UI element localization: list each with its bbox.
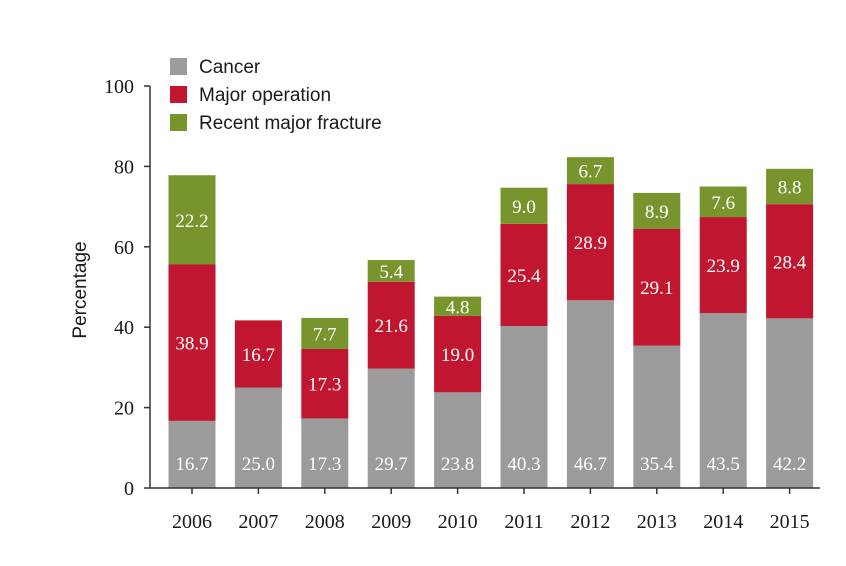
x-tick-label: 2007 (238, 511, 278, 533)
data-label: 25.4 (507, 266, 541, 287)
legend-swatch (170, 86, 187, 103)
bar-segment (234, 320, 282, 388)
bar-segment (566, 300, 614, 488)
bar-segment (301, 348, 349, 419)
y-tick-label: 20 (114, 398, 134, 420)
data-label: 16.7 (175, 454, 208, 475)
bar-segment (434, 315, 482, 393)
bar-segment (699, 217, 747, 314)
bar-segment (168, 264, 216, 421)
bar-segment (168, 420, 216, 488)
bar-segment (500, 223, 548, 326)
data-label: 42.2 (773, 454, 806, 475)
data-label: 17.3 (308, 454, 341, 475)
data-label: 28.4 (773, 252, 807, 273)
bar-segment (566, 184, 614, 301)
y-tick-label: 100 (104, 76, 134, 98)
legend-label: Major operation (199, 85, 331, 106)
y-axis-title: Percentage (70, 241, 91, 338)
bar-segment (633, 192, 681, 229)
legend-swatch (170, 58, 187, 75)
bar-segment (766, 204, 814, 319)
data-label: 7.7 (313, 324, 337, 345)
data-label: 21.6 (375, 316, 408, 337)
bar-segment (699, 186, 747, 218)
bar-segment (367, 281, 415, 369)
legend-swatch (170, 114, 187, 131)
bar-segment (168, 175, 216, 265)
y-tick-label: 40 (114, 317, 134, 339)
x-tick-label: 2010 (438, 511, 478, 533)
data-label: 28.9 (574, 233, 607, 254)
axes-group: 0 20 40 60 80 100 2006 2007 2008 2009 2010 2011 2012… (104, 76, 820, 533)
x-tick-label: 2009 (371, 511, 411, 533)
legend: Cancer Major operation Recent major fractu… (170, 57, 382, 134)
x-tick-label: 2011 (504, 511, 543, 533)
bar-segment (301, 418, 349, 488)
data-label: 6.7 (579, 162, 603, 183)
bar-segment (434, 296, 482, 316)
data-labels-group: 16.7 38.9 22.2 25.0 16.7 17.3 17.3 7.7 29.7 21.6 5… (175, 162, 806, 475)
y-tick-label: 60 (114, 237, 134, 259)
data-label: 19.0 (441, 345, 474, 366)
bar-segment (367, 368, 415, 488)
data-label: 35.4 (640, 454, 674, 475)
x-tick-label: 2012 (570, 511, 610, 533)
bars-group (168, 157, 814, 488)
y-tick-label: 80 (114, 156, 134, 178)
data-label: 4.8 (446, 297, 470, 318)
bar-segment (566, 157, 614, 185)
data-label: 17.3 (308, 375, 341, 396)
bar-segment (434, 392, 482, 488)
data-label: 7.6 (711, 193, 735, 214)
data-label: 9.0 (512, 197, 536, 218)
data-label: 22.2 (175, 211, 208, 232)
data-label: 23.8 (441, 454, 474, 475)
x-tick-label: 2008 (305, 511, 345, 533)
data-label: 29.1 (640, 278, 673, 299)
data-label: 46.7 (574, 454, 607, 475)
x-tick-label: 2006 (172, 511, 212, 533)
bar-segment (766, 318, 814, 488)
data-label: 25.0 (242, 454, 275, 475)
data-label: 8.8 (778, 178, 802, 199)
bar-segment (633, 228, 681, 346)
bar-segment (301, 317, 349, 349)
x-tick-label: 2014 (703, 511, 743, 533)
data-label: 40.3 (507, 454, 540, 475)
bar-segment (633, 345, 681, 488)
data-label: 8.9 (645, 202, 669, 223)
x-tick-label: 2015 (770, 511, 810, 533)
legend-label: Recent major fracture (199, 113, 382, 134)
legend-label: Cancer (199, 57, 261, 78)
bar-segment (500, 187, 548, 224)
data-label: 38.9 (175, 334, 208, 355)
data-label: 5.4 (379, 262, 403, 283)
data-label: 23.9 (707, 256, 740, 277)
x-tick-label: 2013 (637, 511, 677, 533)
data-label: 29.7 (375, 454, 408, 475)
bar-segment (367, 260, 415, 282)
data-label: 16.7 (242, 345, 275, 366)
bar-segment (766, 168, 814, 205)
data-label: 43.5 (707, 454, 740, 475)
bar-segment (699, 313, 747, 488)
bar-segment (234, 387, 282, 488)
bar-segment (500, 325, 548, 488)
y-tick-label: 0 (124, 478, 134, 500)
